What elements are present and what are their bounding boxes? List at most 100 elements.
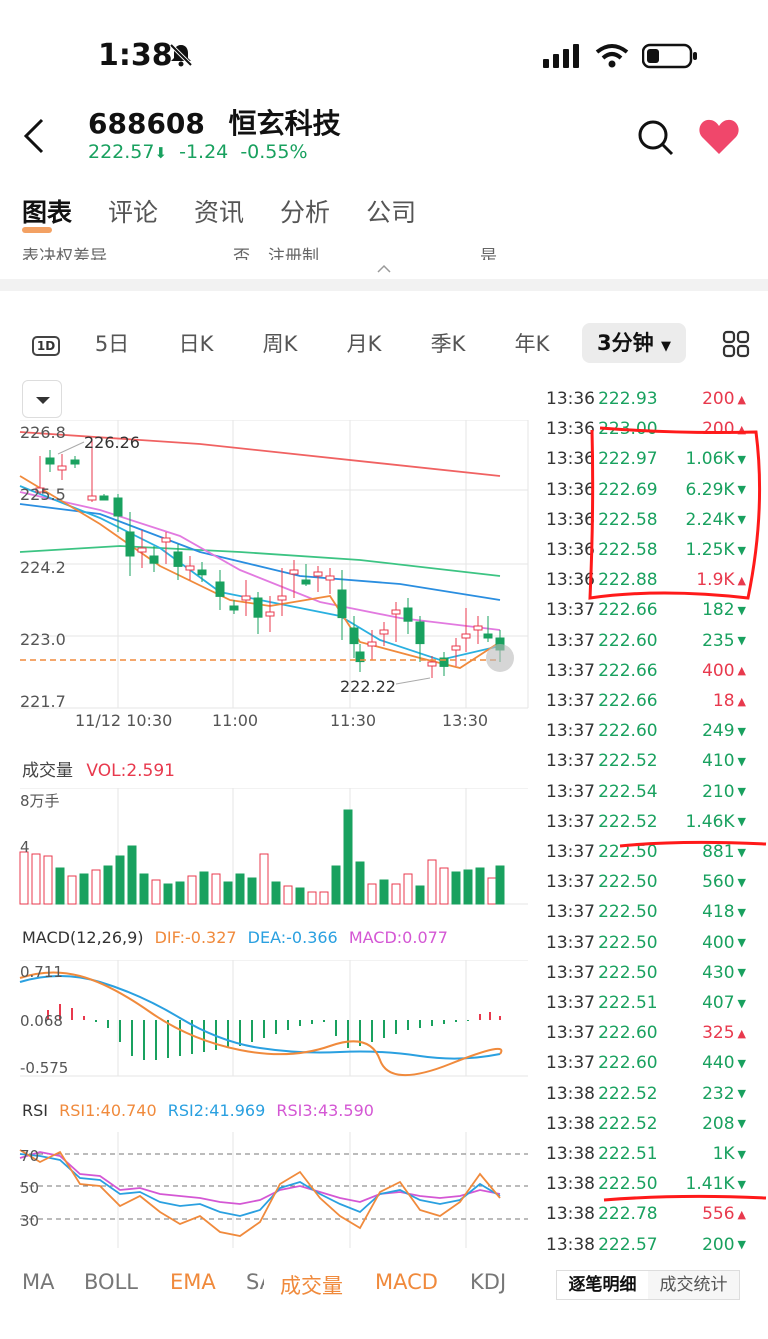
arrow-down-icon: ▼ bbox=[737, 603, 747, 617]
indicator-volume[interactable]: 成交量 bbox=[280, 1274, 343, 1298]
arrow-down-icon: ▼ bbox=[737, 966, 747, 980]
tick-volume: 182 bbox=[702, 600, 735, 621]
tick-row: 13:37 222.60 325 ▲ bbox=[546, 1018, 746, 1048]
tab-chart[interactable]: 图表 bbox=[22, 193, 72, 233]
period-week-k[interactable]: 周K bbox=[262, 332, 298, 356]
time-label-4: 13:30 bbox=[442, 711, 488, 730]
tab-comments[interactable]: 评论 bbox=[108, 198, 159, 227]
chart-dropdown-button[interactable] bbox=[22, 380, 62, 418]
chevron-up-icon[interactable] bbox=[376, 264, 392, 274]
candle-body bbox=[185, 565, 195, 571]
status-icons bbox=[542, 42, 698, 70]
volume-chart[interactable]: 8万手 4 bbox=[0, 788, 530, 906]
candle-body bbox=[241, 595, 251, 601]
moving-average-line bbox=[19, 545, 501, 577]
stock-change-pct: -0.55% bbox=[240, 141, 308, 163]
period-day-k[interactable]: 日K bbox=[178, 332, 214, 356]
candle-body bbox=[137, 547, 147, 553]
grid-menu-icon[interactable] bbox=[722, 330, 750, 358]
volume-bar bbox=[211, 873, 221, 905]
tick-volume: 200 bbox=[702, 389, 735, 409]
detail-tabs: 逐笔明细 成交统计 bbox=[556, 1270, 740, 1300]
tick-volume: 200 bbox=[702, 1234, 735, 1255]
stock-name: 恒玄科技 bbox=[228, 107, 341, 140]
volume-bar bbox=[451, 871, 461, 905]
volume-bar bbox=[91, 869, 101, 905]
macd-value: MACD:0.077 bbox=[348, 928, 448, 947]
candlestick-chart[interactable]: 226.8 225.5 224.2 223.0 221.7 226.26 222… bbox=[0, 420, 530, 740]
tick-time: 13:38 bbox=[546, 1083, 595, 1104]
arrow-down-icon: ▼ bbox=[737, 996, 747, 1010]
tick-price: 222.50 bbox=[598, 902, 658, 923]
candle-body bbox=[355, 651, 365, 663]
tick-time: 13:36 bbox=[546, 389, 595, 409]
candle-body bbox=[349, 627, 359, 645]
tick-time: 13:37 bbox=[546, 932, 595, 953]
indicator-ema[interactable]: EMA bbox=[170, 1270, 216, 1294]
tick-volume: 232 bbox=[702, 1083, 735, 1104]
tick-time: 13:37 bbox=[546, 630, 595, 651]
trade-tick-list[interactable]: 13:36 222.93 200 ▲ 13:36 223.00 200 ▲ 13:36 222.9… bbox=[0, 0, 768, 1268]
volume-bar bbox=[127, 845, 137, 905]
period-3min[interactable]: 3分钟 ▼ bbox=[582, 323, 686, 363]
tab-news[interactable]: 资讯 bbox=[194, 198, 245, 227]
price-label-3: 224.2 bbox=[20, 558, 66, 577]
period-selector: 1D 5日 日K 周K 月K 季K 年K 3分钟 ▼ bbox=[22, 322, 752, 364]
period-quarter-k[interactable]: 季K bbox=[430, 332, 466, 356]
moving-average-line bbox=[19, 491, 501, 631]
indicator-kdj[interactable]: KDJ bbox=[470, 1270, 507, 1294]
arrow-down-icon: ▼ bbox=[737, 634, 747, 648]
back-icon[interactable] bbox=[22, 118, 46, 154]
tab-trade-stats[interactable]: 成交统计 bbox=[648, 1271, 739, 1299]
tick-time: 13:37 bbox=[546, 691, 595, 711]
signal-icon bbox=[542, 44, 579, 68]
tick-price: 222.50 bbox=[598, 1174, 658, 1195]
macd-dif: DIF:-0.327 bbox=[154, 928, 237, 947]
price-label-2: 225.5 bbox=[20, 485, 66, 504]
tick-row: 13:37 222.50 560 ▼ bbox=[546, 867, 746, 897]
tick-time: 13:36 bbox=[546, 509, 595, 530]
tick-row: 13:37 222.60 235 ▼ bbox=[546, 626, 746, 656]
tab-tick-detail[interactable]: 逐笔明细 bbox=[557, 1271, 648, 1299]
macd-chart[interactable]: 0.711 0.068 -0.575 bbox=[0, 960, 530, 1078]
candle-body bbox=[99, 495, 109, 501]
arrow-down-icon: ▼ bbox=[737, 1087, 747, 1101]
arrow-down-icon: ▼ bbox=[737, 785, 747, 799]
tick-volume: 210 bbox=[702, 781, 735, 802]
candle-body bbox=[483, 633, 493, 639]
volume-bar bbox=[103, 865, 113, 905]
period-1d[interactable]: 1D bbox=[22, 331, 70, 356]
arrow-down-icon: ▼ bbox=[737, 1147, 747, 1161]
candle-body bbox=[57, 465, 67, 471]
tick-volume: 440 bbox=[702, 1053, 735, 1074]
indicator-macd[interactable]: MACD bbox=[375, 1270, 438, 1294]
candle-body bbox=[253, 597, 263, 618]
tick-price: 222.50 bbox=[598, 872, 658, 893]
arrow-down-icon: ▼ bbox=[737, 543, 747, 557]
rsi-chart[interactable]: 70 50 30 bbox=[0, 1132, 530, 1250]
arrow-down-icon: ⬇ bbox=[154, 144, 168, 162]
arrow-down-icon: ▼ bbox=[737, 905, 747, 919]
ghost-label-d: 是 bbox=[480, 247, 497, 260]
arrow-up-icon: ▲ bbox=[737, 573, 747, 587]
indicator-sar[interactable]: SAR bbox=[246, 1270, 264, 1294]
tick-row: 13:37 222.60 440 ▼ bbox=[546, 1048, 746, 1078]
search-icon[interactable] bbox=[636, 118, 676, 158]
caret-down-icon bbox=[36, 397, 50, 404]
status-time: 1:38 bbox=[98, 38, 173, 73]
tab-analysis[interactable]: 分析 bbox=[280, 198, 331, 227]
period-5d[interactable]: 5日 bbox=[94, 332, 130, 356]
indicator-boll[interactable]: BOLL bbox=[84, 1270, 138, 1294]
volume-bar bbox=[247, 877, 257, 905]
period-month-k[interactable]: 月K bbox=[346, 332, 382, 356]
candle-body bbox=[473, 625, 483, 631]
tick-volume: 200 bbox=[702, 419, 735, 440]
caret-down-icon: ▼ bbox=[660, 339, 671, 354]
rsi-level-30: 30 bbox=[20, 1212, 39, 1230]
indicator-ma[interactable]: MA bbox=[22, 1270, 55, 1294]
tick-time: 13:37 bbox=[546, 811, 595, 832]
tab-company[interactable]: 公司 bbox=[366, 198, 417, 227]
favorite-heart-icon[interactable] bbox=[698, 118, 740, 156]
period-year-k[interactable]: 年K bbox=[514, 332, 550, 356]
macd-title: MACD(12,26,9) bbox=[22, 928, 144, 947]
